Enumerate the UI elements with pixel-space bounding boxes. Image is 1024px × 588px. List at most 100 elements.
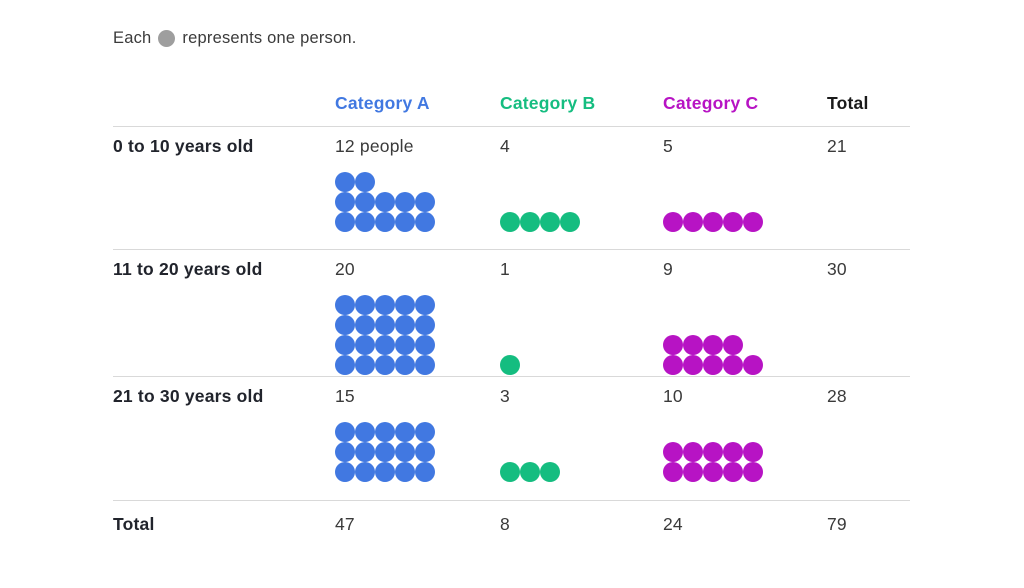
- person-dot: [375, 355, 395, 375]
- person-dot: [663, 462, 683, 482]
- person-dot: [415, 192, 435, 212]
- row-label: 11 to 20 years old: [113, 259, 263, 279]
- cell-value: 20: [335, 259, 355, 279]
- header-category-a: Category A: [335, 93, 430, 113]
- totals-row-label: Total: [113, 514, 155, 534]
- person-dot: [355, 315, 375, 335]
- dot-grid: [663, 422, 763, 482]
- person-dot: [723, 355, 743, 375]
- dot-grid: [335, 422, 435, 482]
- cell-21-30-category-a: 15: [335, 377, 500, 500]
- person-dot: [703, 212, 723, 232]
- person-dot: [663, 355, 683, 375]
- total-category-b: 8: [500, 514, 510, 534]
- legend-prefix: Each: [113, 28, 152, 47]
- person-dot: [335, 442, 355, 462]
- header-total: Total: [827, 93, 869, 113]
- cell-21-30-category-b: 3: [500, 377, 663, 500]
- person-dot: [723, 335, 743, 355]
- person-dot: [355, 442, 375, 462]
- row-total-value: 30: [827, 259, 847, 279]
- person-dot: [723, 462, 743, 482]
- cell-0-10-total: 21: [827, 127, 910, 249]
- cell-0-10-category-b: 4: [500, 127, 663, 249]
- person-dot: [375, 315, 395, 335]
- header-category-c: Category C: [663, 93, 759, 113]
- person-dot: [395, 442, 415, 462]
- person-dot: [415, 295, 435, 315]
- dot-row: [663, 335, 763, 355]
- person-dot: [335, 355, 355, 375]
- dot-grid: [335, 172, 435, 232]
- person-dot: [663, 335, 683, 355]
- person-dot: [375, 422, 395, 442]
- dot-grid: [663, 295, 763, 375]
- dot-grid: [500, 422, 560, 482]
- header-spacer: [113, 114, 335, 126]
- dot-row: [335, 422, 435, 442]
- cell-21-30-category-c: 10: [663, 377, 827, 500]
- person-dot: [415, 212, 435, 232]
- dot-row: [663, 355, 763, 375]
- cell-11-20-category-a: 20: [335, 250, 500, 376]
- person-dot: [335, 172, 355, 192]
- total-category-a: 47: [335, 514, 355, 534]
- cell-11-20-total: 30: [827, 250, 910, 376]
- person-dot: [723, 212, 743, 232]
- dot-row: [335, 442, 435, 462]
- cell-21-30-total: 28: [827, 377, 910, 500]
- dot-row: [500, 355, 520, 375]
- table-row-21-30: 21 to 30 years old 15 3 10 28: [113, 377, 910, 501]
- person-dot: [395, 462, 415, 482]
- person-dot: [395, 335, 415, 355]
- person-dot: [355, 422, 375, 442]
- cell-value: 3: [500, 386, 510, 406]
- pictograph-page: Each represents one person. Category A C…: [113, 28, 910, 551]
- person-dot: [540, 212, 560, 232]
- person-dot: [683, 335, 703, 355]
- dot-row: [335, 462, 435, 482]
- dot-row: [335, 315, 435, 335]
- person-dot: [683, 442, 703, 462]
- dot-grid: [335, 295, 435, 375]
- person-dot: [395, 422, 415, 442]
- dot-row: [500, 212, 580, 232]
- dot-row: [663, 462, 763, 482]
- dot-grid: [500, 172, 580, 232]
- cell-value: 10: [663, 386, 683, 406]
- person-dot: [500, 462, 520, 482]
- person-dot: [415, 462, 435, 482]
- legend-suffix: represents one person.: [182, 28, 357, 47]
- row-label: 21 to 30 years old: [113, 386, 264, 406]
- dot-row: [663, 212, 763, 232]
- person-dot-icon: [158, 29, 176, 47]
- person-dot: [560, 212, 580, 232]
- person-dot: [520, 462, 540, 482]
- person-dot: [500, 355, 520, 375]
- person-dot: [375, 295, 395, 315]
- person-dot: [335, 315, 355, 335]
- person-dot: [663, 212, 683, 232]
- table-row-0-10: 0 to 10 years old 12 people 4 5 21: [113, 127, 910, 250]
- person-dot: [703, 355, 723, 375]
- person-dot: [395, 355, 415, 375]
- dot-row: [335, 355, 435, 375]
- cell-11-20-category-c: 9: [663, 250, 827, 376]
- person-dot: [723, 442, 743, 462]
- person-dot: [703, 335, 723, 355]
- dot-row: [335, 335, 435, 355]
- person-dot: [500, 212, 520, 232]
- table-row-11-20: 11 to 20 years old 20 1 9 30: [113, 250, 910, 377]
- table-header-row: Category A Category B Category C Total: [113, 82, 910, 127]
- person-dot: [355, 295, 375, 315]
- person-dot: [335, 192, 355, 212]
- person-dot: [415, 315, 435, 335]
- person-dot: [395, 295, 415, 315]
- cell-11-20-category-b: 1: [500, 250, 663, 376]
- header-category-b: Category B: [500, 93, 596, 113]
- cell-value: 15: [335, 386, 355, 406]
- person-dot: [395, 192, 415, 212]
- person-dot: [415, 335, 435, 355]
- person-dot: [395, 212, 415, 232]
- legend: Each represents one person.: [113, 28, 910, 48]
